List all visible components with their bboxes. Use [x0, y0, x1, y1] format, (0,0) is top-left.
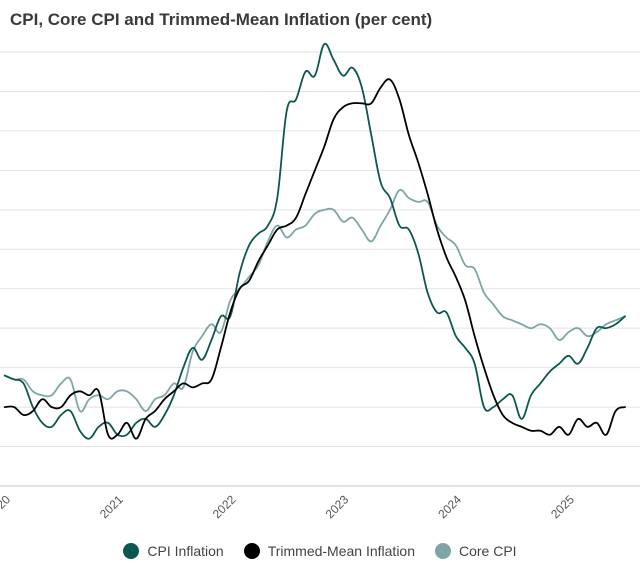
legend-swatch-trimmed-mean [243, 543, 260, 559]
legend: CPI Inflation Trimmed-Mean Inflation Cor… [0, 543, 640, 559]
x-tick-label: 2024 [435, 492, 464, 521]
x-tick-label: 2021 [97, 492, 126, 521]
x-tick-label: 2020 [0, 492, 13, 521]
legend-item-cpi[interactable]: CPI Inflation [123, 543, 224, 559]
chart-title: CPI, Core CPI and Trimmed-Mean Inflation… [10, 10, 433, 29]
x-tick-label: 2025 [548, 492, 577, 521]
x-tick-label: 2022 [210, 492, 239, 521]
legend-swatch-cpi [123, 543, 140, 559]
trimmed-mean-inflation-line [3, 78, 626, 440]
line-chart: 2020 2021 2022 2023 2024 2025 [0, 42, 640, 521]
legend-label-cpi: CPI Inflation [147, 543, 224, 559]
legend-swatch-core-cpi [435, 543, 451, 559]
core-cpi-line [3, 188, 626, 413]
legend-item-trimmed-mean[interactable]: Trimmed-Mean Inflation [243, 543, 415, 559]
gridlines [0, 51, 640, 487]
legend-item-core-cpi[interactable]: Core CPI [435, 543, 517, 559]
x-axis-ticks: 2020 2021 2022 2023 2024 2025 [0, 492, 577, 521]
legend-label-core-cpi: Core CPI [459, 543, 517, 559]
x-tick-label: 2023 [323, 492, 352, 521]
series-lines [3, 42, 626, 440]
cpi-inflation-line [3, 42, 626, 440]
legend-label-trimmed-mean: Trimmed-Mean Inflation [267, 543, 415, 559]
